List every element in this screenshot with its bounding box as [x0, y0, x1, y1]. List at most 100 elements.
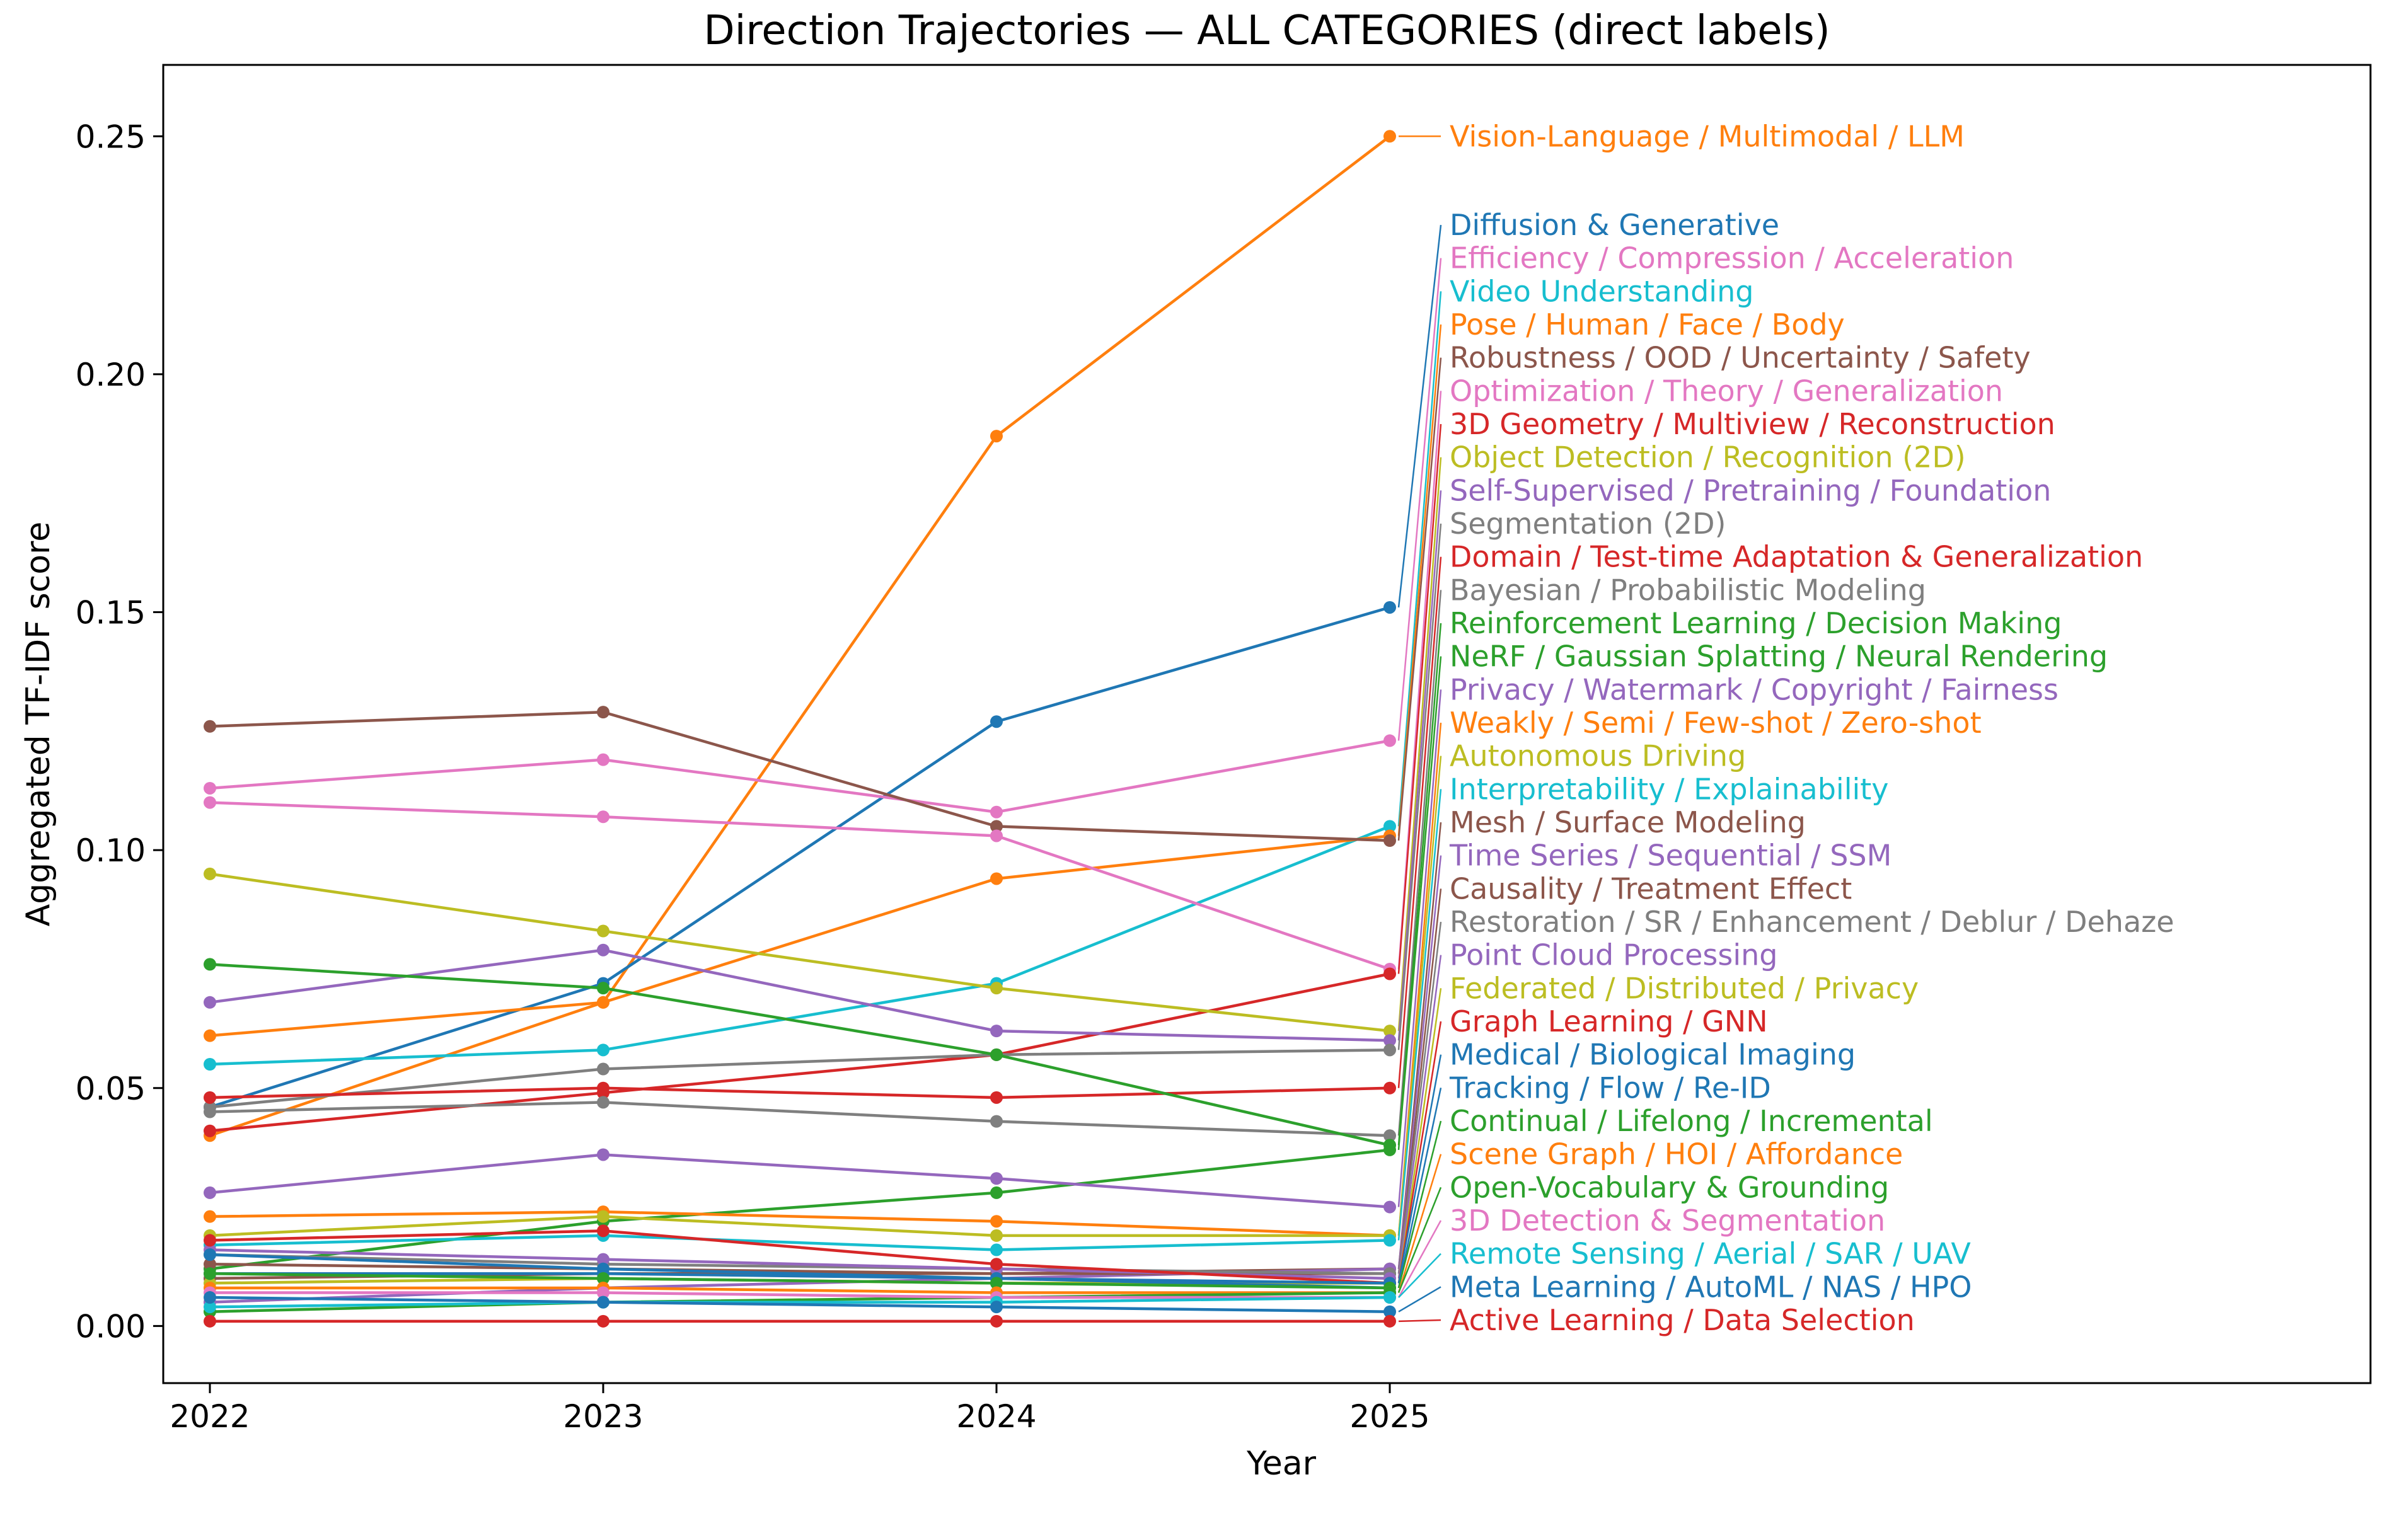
plot-area: 2022 2023 2024 2025 0.00 0.05 0.10 0.15 0.20 0.25… [76, 64, 2372, 1435]
series-label: Reinforcement Learning / Decision Making [1450, 606, 2062, 640]
data-point [204, 1314, 216, 1328]
data-point [597, 753, 609, 766]
series-label: Meta Learning / AutoML / NAS / HPO [1450, 1270, 1972, 1304]
label-leader-line [1397, 1021, 1442, 1284]
data-point [1383, 820, 1396, 833]
label-leader-line [1397, 1154, 1442, 1293]
label-leader-line [1397, 224, 1442, 608]
data-point [597, 1296, 609, 1309]
label-leader-line [1397, 855, 1442, 1269]
series-line [209, 1086, 1390, 1100]
series-label: Mesh / Surface Modeling [1450, 805, 1806, 839]
label-leader-line [1397, 789, 1442, 1241]
label-leader-line [1397, 423, 1442, 974]
data-point [990, 1025, 1003, 1038]
series-line [209, 1229, 1390, 1285]
data-point [990, 1229, 1003, 1242]
label-leader-line [1397, 1120, 1442, 1289]
y-tick-label: 0.25 [76, 118, 146, 155]
data-point [204, 867, 216, 880]
series-line [209, 825, 1390, 1066]
data-point [204, 1234, 216, 1247]
series-label: Active Learning / Data Selection [1450, 1303, 1915, 1337]
label-leader-line [1397, 656, 1442, 1151]
label-leader-line [1397, 1088, 1442, 1289]
data-point [990, 1301, 1003, 1314]
label-leader-line [1397, 590, 1442, 1136]
label-leader-line [1398, 1286, 1441, 1313]
data-point [990, 715, 1003, 728]
series-line [209, 1253, 1390, 1290]
series-line [209, 606, 1390, 1109]
data-point [1383, 1291, 1396, 1304]
x-tick-label: 2025 [1349, 1398, 1429, 1435]
label-leader-line [1397, 955, 1442, 1279]
data-point [597, 1286, 609, 1299]
series-label: Federated / Distributed / Privacy [1450, 971, 1919, 1005]
label-leader-line [1398, 1253, 1441, 1298]
data-point [990, 1277, 1003, 1290]
series-label: Interpretability / Explainability [1450, 772, 1889, 806]
data-point [990, 1172, 1003, 1185]
x-tick-label: 2022 [170, 1398, 250, 1435]
series-label: Point Cloud Processing [1450, 938, 1778, 972]
data-point [204, 1210, 216, 1223]
data-point [990, 1048, 1003, 1061]
data-point [597, 1148, 609, 1161]
y-tick-label: 0.10 [76, 832, 146, 869]
data-point [1383, 967, 1396, 980]
series-line [209, 1210, 1390, 1238]
series-line [209, 1296, 1390, 1309]
data-point [990, 1091, 1003, 1104]
label-leader-line [1397, 490, 1442, 1041]
axes-frame [162, 64, 2372, 1384]
label-leader-line [1397, 1187, 1442, 1293]
series-line [209, 1234, 1390, 1251]
x-tick-label: 2023 [563, 1398, 643, 1435]
data-point [990, 1258, 1003, 1271]
data-point [990, 805, 1003, 819]
x-tick-label: 2024 [956, 1398, 1036, 1435]
data-point [990, 872, 1003, 885]
data-point [990, 430, 1003, 443]
series-label: Privacy / Watermark / Copyright / Fairne… [1450, 672, 2059, 706]
data-point [597, 1224, 609, 1238]
label-leader-line [1397, 457, 1442, 1031]
series-label: Diffusion & Generative [1450, 208, 1779, 242]
series-label: 3D Detection & Segmentation [1450, 1204, 1885, 1238]
series-line [209, 1291, 1390, 1313]
data-point [597, 706, 609, 719]
label-leader-line [1397, 921, 1442, 1274]
data-point [597, 1314, 609, 1328]
data-point [597, 1096, 609, 1109]
series-label: Segmentation (2D) [1450, 507, 1726, 541]
data-point [1383, 1025, 1396, 1038]
series-label: Restoration / SR / Enhancement / Deblur … [1450, 905, 2174, 939]
data-point [1383, 600, 1396, 614]
series-line [210, 1291, 1390, 1299]
data-point [204, 1029, 216, 1042]
series-label: 3D Geometry / Multiview / Reconstruction [1450, 407, 2055, 441]
data-point [1383, 1200, 1396, 1214]
series-label: Remote Sensing / Aerial / SAR / UAV [1450, 1237, 1971, 1271]
data-point [597, 1253, 609, 1266]
series-line [209, 1049, 1390, 1109]
series-line [210, 1272, 1390, 1285]
data-point [204, 958, 216, 971]
label-leader-line [1397, 523, 1442, 1050]
series-line [209, 135, 1391, 1137]
data-point [1383, 1081, 1396, 1095]
series-label: Time Series / Sequential / SSM [1449, 839, 1891, 873]
series-label: Autonomous Driving [1450, 739, 1746, 773]
y-axis-label: Aggregated TF-IDF score [20, 522, 57, 927]
data-point [597, 943, 609, 957]
data-point [1383, 1129, 1396, 1142]
series-line [209, 834, 1390, 1037]
data-point [1383, 1314, 1396, 1328]
data-point [204, 1301, 216, 1314]
data-point [990, 1186, 1003, 1199]
data-point [204, 720, 216, 733]
series-line [209, 963, 1390, 1147]
y-tick-label: 0.20 [76, 357, 146, 393]
series-label: Object Detection / Recognition (2D) [1450, 440, 1966, 474]
